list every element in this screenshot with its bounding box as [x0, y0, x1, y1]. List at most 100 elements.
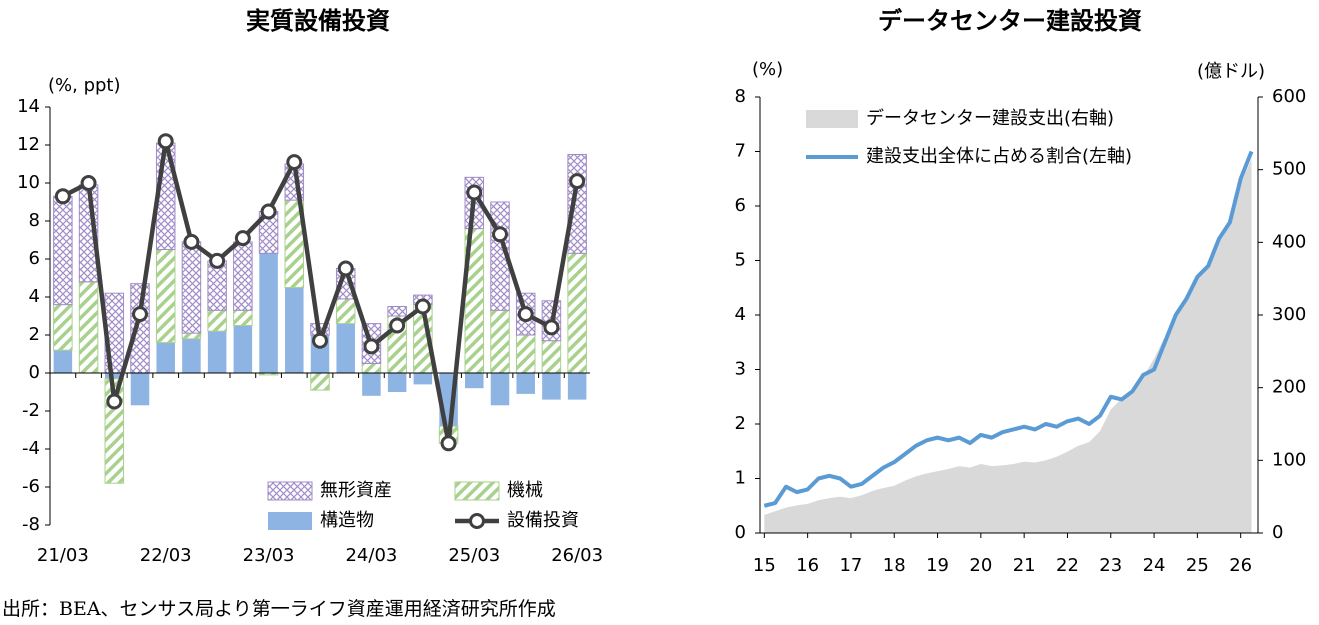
- bar-segment: [567, 373, 587, 400]
- y-tick-label: 14: [17, 96, 40, 117]
- y-tick-label: 8: [735, 86, 746, 107]
- bar-segment: [233, 309, 253, 326]
- bar-segment: [541, 340, 562, 374]
- line-marker: [337, 260, 354, 277]
- y-tick-label: 4: [29, 286, 40, 307]
- bar-segment: [156, 342, 175, 373]
- x-tick-label: 22: [1056, 555, 1079, 576]
- y-tick-label: -8: [22, 514, 40, 535]
- y-tick-label: 2: [29, 324, 40, 345]
- y-tick-label: 3: [735, 359, 746, 380]
- x-tick-label: 25/03: [448, 545, 500, 566]
- y2-tick-label: 0: [1272, 522, 1283, 543]
- x-tick-label: 18: [883, 555, 906, 576]
- bar-segment: [259, 253, 278, 373]
- line-marker: [363, 338, 380, 355]
- x-tick-label: 24: [1143, 555, 1166, 576]
- x-tick-label: 21: [1013, 555, 1036, 576]
- bar-segment: [182, 338, 201, 373]
- legend-swatch: [268, 512, 312, 530]
- chart-title: データセンター建設投資: [878, 7, 1142, 35]
- y-tick-label: -4: [22, 438, 40, 459]
- line-marker: [209, 252, 226, 269]
- line-marker: [157, 133, 174, 150]
- line-marker: [466, 184, 483, 201]
- bar-segment: [181, 332, 202, 340]
- bar-segment: [207, 331, 227, 373]
- bar-segment: [413, 373, 433, 385]
- y2-tick-label: 400: [1272, 231, 1306, 252]
- bar-segment: [105, 373, 124, 379]
- bar-segment: [542, 373, 561, 400]
- y-tick-label: 1: [735, 468, 746, 489]
- y-tick-label: 2: [735, 413, 746, 434]
- y-axis-label: (%, ppt): [48, 75, 121, 96]
- bar-segment: [361, 363, 382, 374]
- bar-segment: [335, 298, 356, 325]
- bar-segment: [53, 195, 73, 306]
- bar-segment: [53, 304, 73, 351]
- line-marker: [440, 435, 457, 452]
- source-note: 出所：BEA、センサス局より第一ライフ資産運用経済研究所作成: [2, 598, 556, 620]
- y-tick-label: 0: [735, 522, 746, 543]
- y2-tick-label: 100: [1272, 449, 1306, 470]
- bar-segment: [155, 249, 176, 344]
- legend-label: 無形資産: [320, 480, 392, 501]
- x-tick-label: 19: [926, 555, 949, 576]
- bar-segment: [490, 309, 510, 374]
- legend-swatch: [454, 481, 500, 501]
- x-tick-label: 25: [1186, 555, 1209, 576]
- x-tick-label: 23/03: [243, 545, 295, 566]
- bar-segment: [336, 323, 355, 373]
- y2-tick-label: 500: [1272, 159, 1306, 180]
- line-marker: [260, 203, 277, 220]
- x-tick-label: 15: [753, 555, 776, 576]
- y-tick-label: 8: [29, 210, 40, 231]
- legend-label: 建設支出全体に占める割合(左軸): [866, 146, 1132, 167]
- legend-label: 機械: [507, 480, 543, 501]
- x-tick-label: 21/03: [37, 545, 89, 566]
- line-marker: [312, 332, 328, 349]
- line-marker: [132, 306, 148, 323]
- area: [764, 158, 1252, 533]
- bar-segment: [567, 252, 587, 374]
- line: [763, 150, 1254, 508]
- line-marker: [543, 319, 560, 336]
- bar-segment: [387, 306, 407, 317]
- bar-segment: [490, 373, 510, 406]
- y-tick-label: 5: [735, 250, 746, 271]
- y-axis-label: (%): [752, 59, 783, 80]
- y-tick-label: -2: [22, 400, 40, 421]
- y2-tick-label: 300: [1272, 304, 1306, 325]
- x-tick-label: 26/03: [551, 545, 603, 566]
- legend-label: 設備投資: [507, 510, 579, 531]
- bar-segment: [515, 334, 536, 374]
- bar-segment: [285, 287, 304, 373]
- legend-swatch: [469, 513, 485, 529]
- y-tick-label: -6: [22, 476, 40, 497]
- bar-segment: [465, 373, 484, 389]
- y2-axis-label: (億ドル): [1197, 61, 1265, 82]
- y2-tick-label: 200: [1272, 377, 1306, 398]
- y-tick-label: 12: [17, 134, 40, 155]
- line-marker: [569, 173, 586, 190]
- chart-title: 実質設備投資: [246, 7, 390, 35]
- legend-swatch: [267, 481, 313, 501]
- y-tick-label: 4: [735, 304, 746, 325]
- bar-segment: [567, 154, 587, 254]
- x-tick-label: 26: [1229, 555, 1252, 576]
- x-tick-label: 16: [796, 555, 819, 576]
- x-tick-label: 22/03: [140, 545, 192, 566]
- bar-segment: [387, 373, 407, 392]
- bar-segment: [310, 372, 330, 391]
- legend-label: データセンター建設支出(右軸): [866, 108, 1114, 129]
- bar-segment: [233, 325, 253, 373]
- x-tick-label: 17: [839, 555, 862, 576]
- legend-swatch: [806, 110, 858, 128]
- line-marker: [54, 188, 71, 205]
- line-marker: [286, 154, 303, 171]
- line-marker: [389, 317, 406, 334]
- bar-segment: [207, 309, 227, 332]
- bar-segment: [53, 350, 73, 373]
